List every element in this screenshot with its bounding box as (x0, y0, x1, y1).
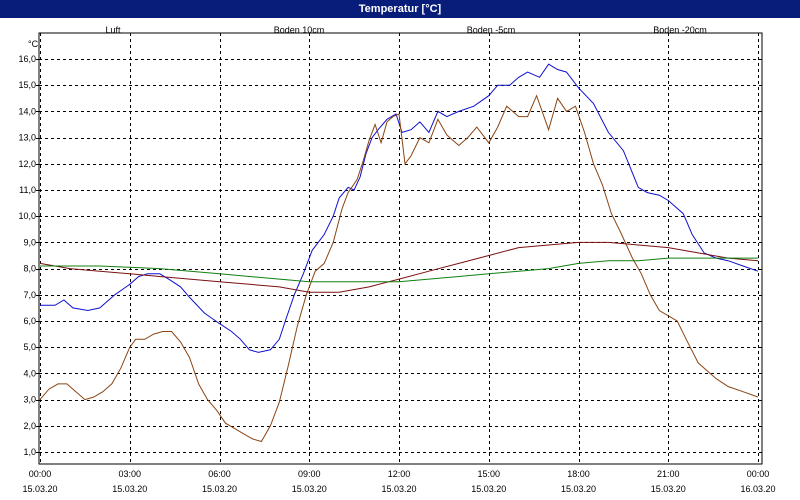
x-tick-time-label: 15:00 (477, 469, 500, 479)
y-tick-label: 9,0 (23, 237, 36, 247)
x-tick-date-label: 15.03.20 (651, 484, 686, 494)
x-tick-time-label: 12:00 (388, 469, 411, 479)
x-tick-date-label: 15.03.20 (22, 484, 57, 494)
x-tick-date-label: 16.03.20 (740, 484, 775, 494)
x-tick-date-label: 15.03.20 (561, 484, 596, 494)
grid (39, 33, 762, 464)
tick-labels: 1,0 2,0 3,0 4,0 5,0 6,0 7,0 8,0 9,0 10,0 11,0 12,0 1… (18, 54, 775, 494)
y-tick-label: 11,0 (19, 185, 36, 195)
x-tick-time-label: 09:00 (298, 469, 321, 479)
legend-item: Boden -5cm (467, 25, 516, 35)
x-tick-time-label: 00:00 (747, 469, 770, 479)
y-axis-unit-label: °C (28, 39, 39, 49)
y-tick-label: 8,0 (23, 264, 36, 274)
y-tick-label: 2,0 (23, 421, 36, 431)
x-tick-time-label: 03:00 (118, 469, 141, 479)
plot-frame (38, 32, 763, 465)
y-tick-label: 3,0 (23, 395, 36, 405)
y-tick-label: 6,0 (23, 316, 36, 326)
y-tick-label: 16,0 (18, 54, 36, 64)
x-tick-date-label: 15.03.20 (112, 484, 147, 494)
y-tick-label: 13,0 (18, 133, 36, 143)
series-line (40, 63, 759, 353)
x-tick-date-label: 15.03.20 (292, 484, 327, 494)
y-tick-label: 14,0 (18, 106, 36, 116)
x-tick-date-label: 15.03.20 (381, 484, 416, 494)
series-lines (39, 63, 759, 443)
x-tick-time-label: 06:00 (208, 469, 231, 479)
legend-item: Boden -20cm (653, 25, 707, 35)
y-tick-label: 10,0 (18, 211, 36, 221)
y-tick-label: 12,0 (18, 159, 36, 169)
axes (38, 32, 763, 465)
y-tick-label: 7,0 (23, 290, 36, 300)
y-tick-label: 4,0 (23, 368, 36, 378)
series-line (40, 257, 758, 283)
series-line (39, 94, 759, 443)
x-tick-date-label: 15.03.20 (471, 484, 506, 494)
y-tick-label: 15,0 (18, 80, 36, 90)
y-tick-label: 5,0 (23, 342, 36, 352)
legend-item: Luft (105, 25, 121, 35)
x-tick-time-label: 00:00 (29, 469, 52, 479)
legend-item: Boden 10cm (274, 25, 325, 35)
chart-title: Temperatur [°C] (0, 0, 800, 18)
x-tick-time-label: 18:00 (567, 469, 590, 479)
series-line (39, 241, 759, 293)
y-tick-label: 1,0 (23, 447, 36, 457)
x-tick-date-label: 15.03.20 (202, 484, 237, 494)
x-tick-time-label: 21:00 (657, 469, 680, 479)
legend: Luft Boden 10cm Boden -5cm Boden -20cm (105, 25, 706, 35)
